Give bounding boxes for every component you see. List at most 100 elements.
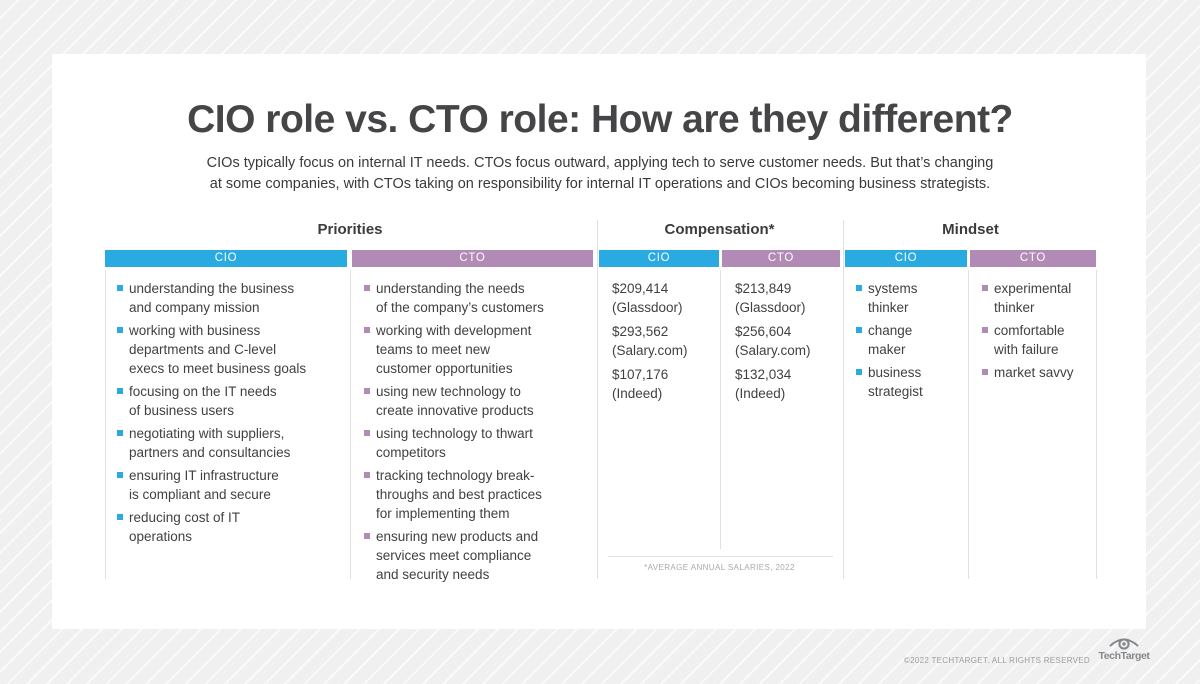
list-item-text: ensuring IT infrastructure is compliant … [129,468,279,502]
list-item: understanding the business and company m… [117,279,345,317]
salary-entry: $293,562 (Salary.com) [612,322,717,360]
list-item-text: market savvy [994,365,1074,380]
mindset-cio-list: systems thinker change maker business st… [856,279,961,405]
column-divider [968,270,969,579]
bullet-square-icon [117,285,123,291]
compensation-cio-list: $209,414 (Glassdoor) $293,562 (Salary.co… [612,279,717,408]
salary-amount: $132,034 [735,367,792,382]
page-title: CIO role vs. CTO role: How are they diff… [187,98,1013,141]
copyright-text: ©2022 TECHTARGET. ALL RIGHTS RESERVED [903,656,1090,665]
list-item-text: understanding the needs of the company’s… [376,281,544,315]
bullet-square-icon [364,472,370,478]
salary-source: (Glassdoor) [612,300,683,315]
list-item: ensuring IT infrastructure is compliant … [117,466,345,504]
list-item: focusing on the IT needs of business use… [117,382,345,420]
salary-source: (Indeed) [612,386,663,401]
list-item-text: using technology to thwart competitors [376,426,533,460]
salary-amount: $209,414 [612,281,669,296]
list-item: market savvy [982,363,1092,382]
priorities-cio-list: understanding the business and company m… [117,279,345,550]
logo-wordmark: TechTarget [1098,650,1150,662]
salary-source: (Glassdoor) [735,300,806,315]
bullet-square-icon [364,327,370,333]
list-item: experimental thinker [982,279,1092,317]
bullet-square-icon [364,388,370,394]
priorities-cio-header: CIO [105,250,347,267]
list-item-text: working with development teams to meet n… [376,323,532,376]
list-item-text: comfortable with failure [994,323,1065,357]
mindset-cto-list: experimental thinker comfortable with fa… [982,279,1092,386]
salary-entry: $132,034 (Indeed) [735,365,840,403]
compensation-cio-header: CIO [599,250,719,267]
list-item: working with business departments and C-… [117,321,345,378]
salary-source: (Indeed) [735,386,786,401]
list-item-text: reducing cost of IT operations [129,510,241,544]
salary-amount: $256,604 [735,324,792,339]
list-item-text: focusing on the IT needs of business use… [129,384,277,418]
list-item: business strategist [856,363,961,401]
salary-source: (Salary.com) [612,343,688,358]
list-item-text: using new technology to create innovativ… [376,384,534,418]
bullet-square-icon [364,430,370,436]
salary-footnote: *AVERAGE ANNUAL SALARIES, 2022 [644,563,795,572]
list-item: negotiating with suppliers, partners and… [117,424,345,462]
section-divider [597,220,598,579]
bullet-square-icon [117,472,123,478]
list-item-text: ensuring new products and services meet … [376,529,539,582]
list-item-text: change maker [868,323,913,357]
mindset-cto-header: CTO [970,250,1096,267]
list-item-text: systems thinker [868,281,918,315]
compensation-cto-list: $213,849 (Glassdoor) $256,604 (Salary.co… [735,279,840,408]
salary-amount: $213,849 [735,281,792,296]
bullet-square-icon [117,514,123,520]
column-divider [105,270,106,579]
salary-amount: $107,176 [612,367,669,382]
bullet-square-icon [856,369,862,375]
mindset-cio-header: CIO [845,250,967,267]
infographic-card [52,54,1146,629]
compensation-cto-header: CTO [722,250,840,267]
footnote-rule [608,556,833,557]
bullet-square-icon [117,388,123,394]
bullet-square-icon [117,430,123,436]
list-item: change maker [856,321,961,359]
column-divider [350,270,351,579]
list-item-text: understanding the business and company m… [129,281,295,315]
section-heading-compensation: Compensation* [664,221,775,238]
list-item-text: working with business departments and C-… [129,323,307,376]
bullet-square-icon [364,533,370,539]
salary-amount: $293,562 [612,324,669,339]
priorities-cto-list: understanding the needs of the company’s… [364,279,590,588]
column-divider [720,270,721,549]
bullet-square-icon [982,369,988,375]
list-item-text: tracking technology break- throughs and … [376,468,542,521]
bullet-square-icon [982,285,988,291]
list-item: using technology to thwart competitors [364,424,590,462]
salary-source: (Salary.com) [735,343,811,358]
priorities-cto-header: CTO [352,250,593,267]
salary-entry: $256,604 (Salary.com) [735,322,840,360]
section-heading-priorities: Priorities [317,221,383,238]
bullet-square-icon [364,285,370,291]
list-item: using new technology to create innovativ… [364,382,590,420]
bullet-square-icon [982,327,988,333]
list-item: working with development teams to meet n… [364,321,590,378]
salary-entry: $213,849 (Glassdoor) [735,279,840,317]
list-item: reducing cost of IT operations [117,508,345,546]
list-item: comfortable with failure [982,321,1092,359]
section-heading-mindset: Mindset [942,221,999,238]
salary-entry: $107,176 (Indeed) [612,365,717,403]
page-subtitle: CIOs typically focus on internal IT need… [206,155,994,192]
bullet-square-icon [856,285,862,291]
salary-entry: $209,414 (Glassdoor) [612,279,717,317]
list-item: systems thinker [856,279,961,317]
list-item-text: experimental thinker [994,281,1072,315]
section-divider [843,220,844,579]
column-divider [1096,270,1097,579]
list-item: tracking technology break- throughs and … [364,466,590,523]
eye-target-icon [1109,638,1139,650]
list-item: understanding the needs of the company’s… [364,279,590,317]
list-item-text: business strategist [868,365,923,399]
bullet-square-icon [856,327,862,333]
list-item-text: negotiating with suppliers, partners and… [129,426,291,460]
